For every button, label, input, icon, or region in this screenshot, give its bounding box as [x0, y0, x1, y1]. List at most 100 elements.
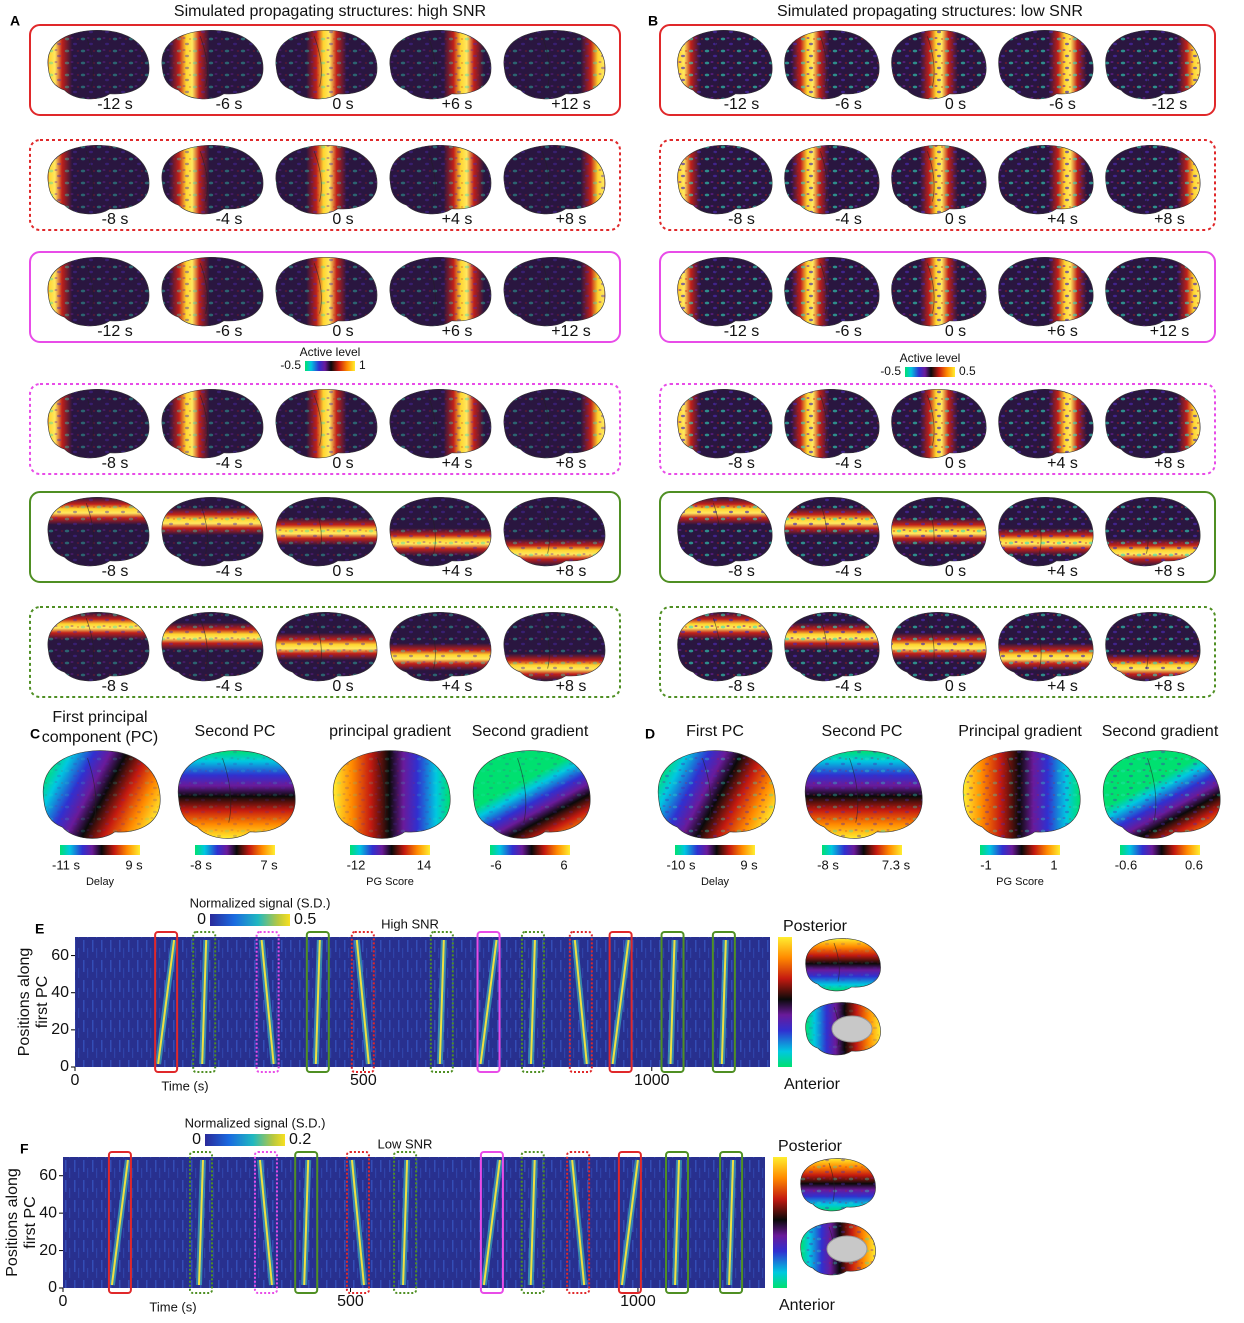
- brain-texture: [276, 612, 377, 681]
- time-label: +12 s: [1150, 323, 1190, 340]
- colorbar: [350, 845, 430, 855]
- time-label: -8 s: [728, 563, 755, 580]
- brain-texture: [892, 612, 987, 681]
- brain-texture: [162, 389, 263, 458]
- brain-texture: [390, 30, 491, 99]
- brain-texture: [504, 30, 605, 99]
- y-tick-label: 60: [51, 947, 69, 964]
- brain-texture: [785, 389, 880, 458]
- colorbar-min: -8 s: [190, 857, 212, 872]
- colorbar: [1120, 845, 1200, 855]
- brain-texture: [1106, 30, 1201, 99]
- time-label: 0 s: [945, 563, 966, 580]
- colorbar: [980, 845, 1060, 855]
- brain-texture: [504, 389, 605, 458]
- colorbar-min: -0.5: [880, 364, 901, 378]
- colorbar-max: 7.3 s: [882, 857, 911, 872]
- brain-texture: [785, 497, 880, 566]
- time-label: 0 s: [945, 323, 966, 340]
- map-title: principal gradient: [329, 723, 451, 740]
- brain-texture: [892, 145, 987, 214]
- y-tick-label: 60: [39, 1167, 57, 1184]
- time-label: -4 s: [216, 211, 243, 228]
- x-tick-label: 500: [350, 1072, 377, 1089]
- colorbar-min: -10 s: [667, 857, 696, 872]
- colorbar-title: Normalized signal (S.D.): [190, 895, 331, 910]
- time-label: -8 s: [102, 563, 129, 580]
- time-label: 0 s: [332, 678, 353, 695]
- y-axis-label: Positions along: [16, 948, 33, 1057]
- time-label: -6 s: [835, 96, 862, 113]
- time-label: -8 s: [102, 678, 129, 695]
- brain-texture: [48, 145, 149, 214]
- colorbar-unit: Delay: [701, 876, 730, 888]
- medial-wall: [832, 1016, 872, 1042]
- y-axis-label: Positions along: [4, 1168, 21, 1277]
- time-label: -6 s: [835, 323, 862, 340]
- brain-texture: [999, 389, 1094, 458]
- colorbar-title: Normalized signal (S.D.): [185, 1115, 326, 1130]
- time-label: -8 s: [728, 455, 755, 472]
- colorbar-title: Active level: [900, 351, 961, 365]
- y-tick-label: 20: [39, 1242, 57, 1259]
- brain-texture: [162, 257, 263, 326]
- brain-texture: [390, 612, 491, 681]
- time-label: -4 s: [835, 455, 862, 472]
- colorbar: [60, 845, 140, 855]
- time-label: 0 s: [332, 96, 353, 113]
- bottom-label: Anterior: [784, 1076, 841, 1093]
- brain-texture: [1106, 257, 1201, 326]
- time-label: +4 s: [1047, 678, 1078, 695]
- y-axis-label: first PC: [34, 976, 51, 1028]
- colorbar-unit: PG Score: [366, 876, 414, 888]
- brain-texture: [963, 751, 1080, 839]
- position-colorbar: [773, 1157, 787, 1288]
- brain-texture: [504, 497, 605, 566]
- bottom-label: Anterior: [779, 1297, 836, 1314]
- brain-texture: [678, 497, 773, 566]
- time-label: +4 s: [442, 455, 473, 472]
- colorbar-min: -8 s: [817, 857, 839, 872]
- top-label: Posterior: [783, 918, 848, 935]
- time-label: -8 s: [728, 678, 755, 695]
- brain-texture: [162, 145, 263, 214]
- colorbar: [195, 845, 275, 855]
- brain-texture: [333, 751, 450, 839]
- time-label: +8 s: [1154, 563, 1185, 580]
- x-axis-label: Time (s): [149, 1299, 196, 1314]
- colorbar: [822, 845, 902, 855]
- x-tick-label: 0: [71, 1072, 80, 1089]
- brain-texture: [999, 497, 1094, 566]
- colorbar-max: 0.5: [294, 911, 316, 928]
- brain-texture: [473, 751, 590, 839]
- brain-texture: [48, 389, 149, 458]
- time-label: -8 s: [728, 211, 755, 228]
- time-label: -4 s: [835, 563, 862, 580]
- brain-texture: [1106, 612, 1201, 681]
- panel-letter: C: [30, 726, 40, 742]
- time-label: +4 s: [1047, 455, 1078, 472]
- brain-texture: [805, 751, 922, 839]
- time-label: +6 s: [442, 96, 473, 113]
- brain-texture: [658, 751, 775, 839]
- map-title: Principal gradient: [958, 723, 1082, 740]
- brain-texture: [504, 145, 605, 214]
- top-label: Posterior: [778, 1138, 843, 1155]
- time-label: -8 s: [102, 455, 129, 472]
- brain-texture: [276, 497, 377, 566]
- time-label: -8 s: [102, 211, 129, 228]
- time-label: +8 s: [1154, 211, 1185, 228]
- heatmap-texture: [63, 1157, 765, 1288]
- x-tick-label: 1000: [620, 1293, 656, 1310]
- brain-texture: [678, 30, 773, 99]
- colorbar-max: 6: [560, 857, 567, 872]
- brain-texture: [276, 145, 377, 214]
- brain-texture: [162, 497, 263, 566]
- y-tick-label: 40: [51, 984, 69, 1001]
- time-label: +8 s: [1154, 678, 1185, 695]
- brain-texture: [785, 257, 880, 326]
- colorbar-max: 0.2: [289, 1131, 311, 1148]
- brain-texture: [999, 145, 1094, 214]
- time-label: -4 s: [216, 563, 243, 580]
- colorbar-max: 9 s: [740, 857, 758, 872]
